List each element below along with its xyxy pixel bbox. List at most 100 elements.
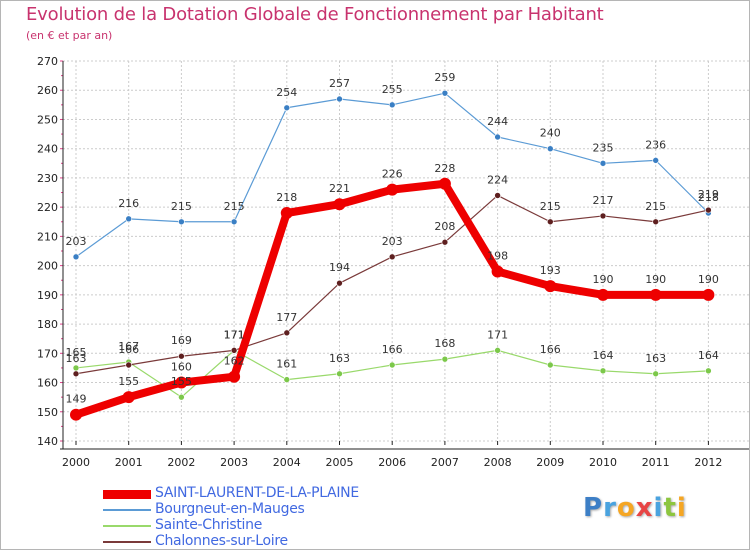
- data-label: 208: [434, 220, 455, 233]
- x-tick-label: 2006: [378, 456, 406, 469]
- series-lines: [70, 89, 715, 421]
- data-label: 171: [487, 328, 508, 341]
- data-point: [546, 218, 554, 226]
- data-point: [230, 218, 238, 226]
- data-label: 217: [593, 194, 614, 207]
- data-point: [228, 370, 241, 383]
- y-tick-label: 230: [37, 172, 58, 185]
- data-point: [546, 361, 554, 369]
- x-tick-label: 2002: [167, 456, 195, 469]
- data-point: [280, 207, 293, 219]
- data-label: 244: [487, 115, 508, 128]
- x-tick-label: 2004: [273, 456, 301, 469]
- data-point: [494, 133, 501, 141]
- data-label: 219: [698, 188, 719, 201]
- data-point: [544, 280, 557, 293]
- x-tick-label: 2005: [326, 456, 354, 469]
- data-label: 257: [329, 77, 350, 90]
- data-label: 193: [540, 264, 561, 277]
- axes: 140 150 160 170 180 190 200 210 220 230 240 250 260 2…: [37, 55, 749, 469]
- data-point: [336, 95, 343, 103]
- data-label: 236: [645, 138, 666, 151]
- data-point: [438, 177, 451, 190]
- data-label: 218: [276, 191, 297, 204]
- data-label: 215: [171, 200, 192, 213]
- data-point: [599, 160, 607, 167]
- data-point: [388, 101, 396, 109]
- data-point: [597, 288, 609, 301]
- data-point: [178, 393, 185, 401]
- data-label: 149: [66, 393, 87, 406]
- chart-subtitle: (en € et par an): [26, 29, 113, 42]
- x-tick-label: 2011: [642, 456, 670, 469]
- chart-title: Evolution de la Dotation Globale de Fonc…: [26, 4, 604, 25]
- data-label: 169: [171, 334, 192, 347]
- data-label: 155: [118, 375, 139, 388]
- logo-letter: i: [676, 493, 687, 523]
- data-point: [599, 212, 607, 220]
- data-point: [122, 391, 135, 404]
- legend-label: Bourgneut-en-Mauges: [155, 501, 305, 517]
- data-label: 177: [276, 311, 297, 324]
- legend-swatch: [103, 541, 151, 543]
- data-point: [441, 89, 449, 97]
- logo-letter: x: [635, 493, 654, 523]
- data-point: [386, 183, 399, 196]
- data-label: 162: [224, 355, 245, 368]
- data-label: 254: [276, 86, 297, 99]
- data-labels: 203 216 215 215 254 257 255 259 244 240 235 236 218 1…: [66, 71, 719, 406]
- data-point: [125, 361, 132, 369]
- data-label: 164: [698, 349, 719, 362]
- data-point: [491, 265, 504, 278]
- data-point: [336, 279, 343, 287]
- data-point: [649, 288, 662, 301]
- data-point: [336, 370, 343, 378]
- data-label: 163: [66, 352, 87, 365]
- data-label: 160: [171, 361, 192, 374]
- x-tick-label: 2010: [589, 456, 617, 469]
- data-point: [283, 104, 291, 112]
- data-label: 163: [329, 352, 350, 365]
- data-label: 165: [66, 346, 87, 359]
- y-tick-label: 140: [37, 435, 58, 448]
- y-tick-label: 200: [37, 260, 58, 273]
- legend-swatch: [103, 489, 151, 499]
- data-point: [175, 376, 188, 389]
- logo-letter: t: [663, 493, 677, 523]
- x-tick-label: 2001: [115, 456, 143, 469]
- y-tick-label: 270: [37, 55, 58, 68]
- data-point: [441, 238, 449, 246]
- data-point: [283, 329, 291, 337]
- data-point: [72, 253, 80, 261]
- data-point: [333, 198, 346, 211]
- data-point: [70, 408, 82, 421]
- y-tick-label: 170: [37, 347, 58, 360]
- data-label: 190: [645, 273, 666, 286]
- legend-label: SAINT-LAURENT-DE-LA-PLAINE: [155, 485, 359, 501]
- data-point: [230, 347, 238, 354]
- data-point: [546, 145, 554, 152]
- legend-swatch: [103, 509, 151, 511]
- y-tick-label: 160: [37, 377, 58, 390]
- x-tick-label: 2012: [694, 456, 722, 469]
- x-tick-label: 2008: [484, 456, 512, 469]
- y-tick-label: 210: [37, 230, 58, 243]
- data-point: [494, 347, 501, 354]
- x-tick-label: 2009: [536, 456, 564, 469]
- data-label: 215: [645, 200, 666, 213]
- data-label: 166: [382, 343, 403, 356]
- data-label: 224: [487, 173, 508, 186]
- data-label: 255: [382, 83, 403, 96]
- legend-label: Sainte-Christine: [155, 517, 263, 533]
- x-tick-label: 2003: [220, 456, 248, 469]
- y-tick-label: 260: [37, 84, 58, 97]
- data-point: [72, 364, 80, 372]
- y-tick-label: 190: [37, 289, 58, 302]
- logo-letter: P: [583, 493, 604, 523]
- data-label: 203: [66, 235, 87, 248]
- x-tick-label: 2007: [431, 456, 459, 469]
- data-point: [652, 218, 660, 226]
- data-label: 171: [224, 328, 245, 341]
- data-label: 163: [645, 352, 666, 365]
- y-tick-label: 220: [37, 201, 58, 214]
